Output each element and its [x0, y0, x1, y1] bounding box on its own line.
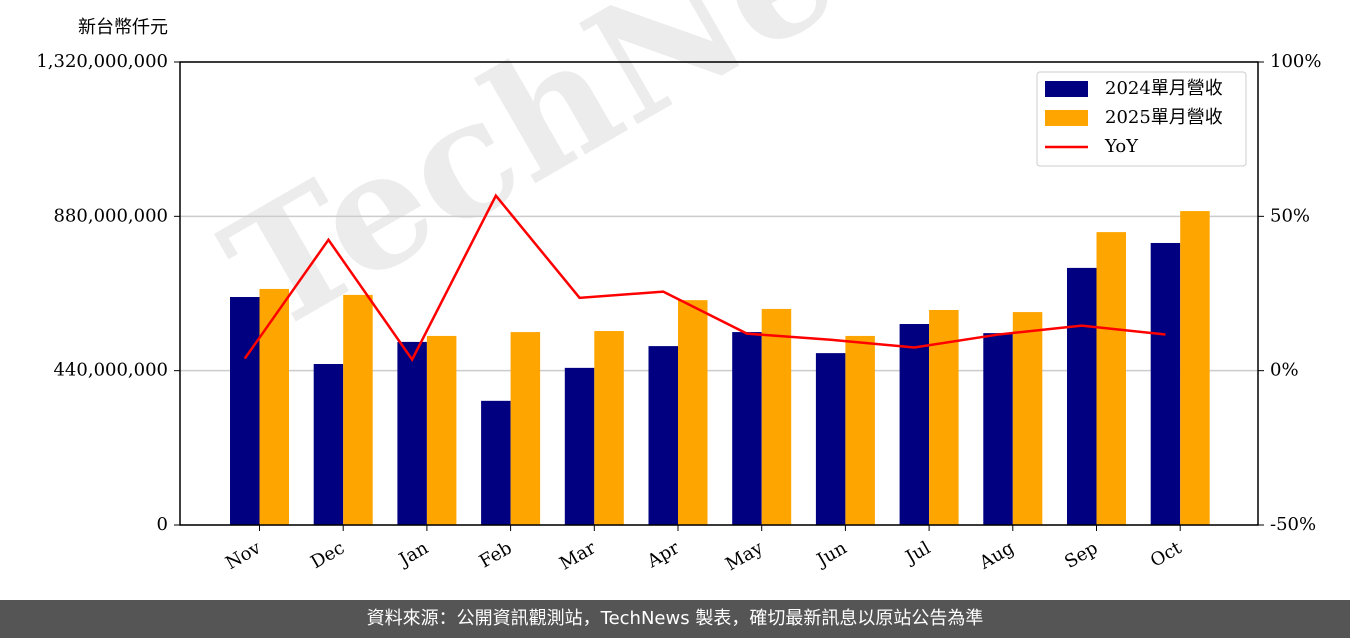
x-tick-label: Sep: [1061, 537, 1101, 572]
x-tick-label: Jul: [901, 537, 935, 569]
x-tick-label: Nov: [222, 537, 265, 574]
y2-tick-label: -50%: [1270, 514, 1316, 535]
bar: [564, 367, 595, 525]
y-tick-label: 0: [157, 514, 168, 535]
footer-text: 資料來源：公開資訊觀測站，TechNews 製表，確切最新訊息以原站公告為準: [367, 608, 984, 629]
legend-swatch: [1045, 110, 1088, 126]
bar: [1012, 312, 1043, 525]
y-axis-label: 新台幣仟元: [78, 17, 168, 38]
bar: [230, 297, 260, 525]
legend-label: 2025單月營收: [1105, 107, 1223, 128]
bar: [678, 300, 708, 525]
bar: [397, 341, 427, 525]
bar: [929, 309, 959, 525]
bar: [343, 294, 373, 525]
x-tick-label: Dec: [307, 537, 348, 573]
x-tick-label: Mar: [556, 537, 600, 574]
bar: [1180, 211, 1210, 526]
y2-tick-label: 0%: [1270, 360, 1299, 381]
legend-label: YoY: [1104, 136, 1139, 157]
x-tick-label: May: [722, 537, 767, 575]
bar: [594, 331, 624, 525]
bar: [983, 333, 1013, 525]
bar: [761, 308, 792, 525]
y-tick-label: 440,000,000: [53, 360, 168, 381]
y-tick-label: 1,320,000,000: [36, 51, 168, 72]
bar: [1067, 267, 1097, 525]
legend-box: [1036, 71, 1247, 167]
footer-bar: [0, 600, 1350, 638]
x-tick-label: Apr: [643, 537, 683, 572]
bar: [845, 335, 875, 525]
bar: [481, 400, 511, 525]
x-tick-label: Feb: [476, 537, 516, 572]
legend-swatch: [1045, 81, 1088, 97]
bar: [1096, 232, 1126, 525]
legend-label: 2024單月營收: [1105, 78, 1223, 99]
x-tick-label: Oct: [1147, 537, 1186, 572]
y2-tick-label: 100%: [1270, 51, 1321, 72]
bar: [426, 335, 457, 525]
y2-tick-label: 50%: [1270, 205, 1310, 226]
plot-frame: [179, 61, 1259, 526]
bar: [815, 353, 846, 525]
bar: [732, 332, 762, 525]
y-tick-label: 880,000,000: [53, 205, 168, 226]
bar: [648, 346, 678, 525]
bar: [313, 364, 344, 525]
bar: [510, 332, 541, 525]
x-tick-label: Jun: [812, 537, 851, 572]
x-tick-label: Jan: [394, 537, 432, 571]
line: [243, 193, 1166, 362]
x-tick-label: Aug: [975, 537, 1018, 574]
bar: [899, 324, 930, 525]
bar: [1150, 242, 1181, 525]
bar: [259, 288, 289, 525]
